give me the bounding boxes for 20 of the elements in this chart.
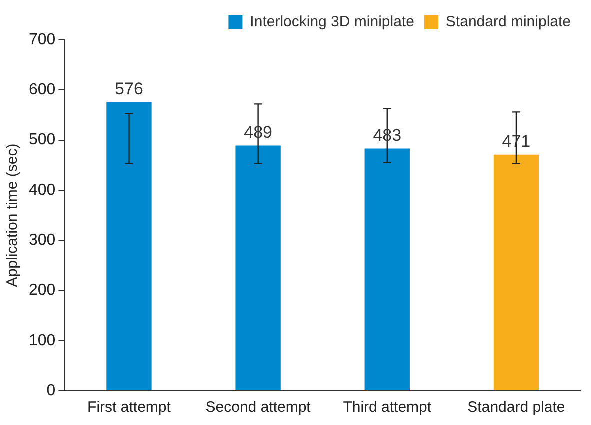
x-tick-label: Standard plate [468, 399, 566, 416]
y-tick-label: 200 [28, 282, 56, 300]
x-tick-label: First attempt [88, 399, 172, 416]
x-tick-label: Second attempt [206, 399, 312, 416]
bar [106, 102, 152, 390]
y-tick-label: 600 [28, 82, 56, 99]
bar [494, 154, 540, 390]
data-label: 576 [115, 79, 144, 98]
bar [236, 146, 281, 390]
y-tick-label: 100 [28, 332, 56, 350]
y-tick-label: 300 [28, 232, 56, 249]
legend-label: Standard miniplate [446, 14, 571, 31]
y-axis-title: Application time (sec) [4, 144, 22, 288]
y-tick-label: 400 [28, 182, 56, 199]
y-tick-label: 500 [28, 132, 56, 149]
y-tick-label: 0 [46, 382, 56, 400]
x-tick-label: Third attempt [343, 399, 432, 416]
y-tick-label: 700 [28, 31, 56, 48]
bar [364, 148, 410, 390]
legend-label: Interlocking 3D miniplate [250, 14, 414, 31]
